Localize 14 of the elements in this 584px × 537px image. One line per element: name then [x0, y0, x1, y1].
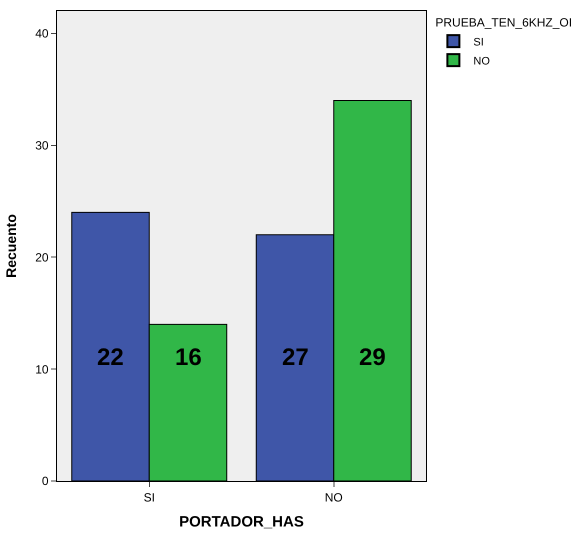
legend-label: NO	[473, 55, 490, 68]
annotation: 22	[97, 344, 124, 371]
annotation: 29	[359, 344, 386, 371]
x-axis-title: PORTADOR_HAS	[179, 513, 304, 530]
y-axis-title: Recuento	[2, 214, 19, 278]
annotation: 27	[282, 344, 309, 371]
y-tick-label: 40	[35, 26, 49, 41]
y-tick-label: 20	[35, 250, 49, 264]
y-tick-label: 30	[35, 138, 49, 152]
legend-label: SI	[473, 36, 484, 48]
y-tick-label: 10	[35, 362, 49, 376]
legend-title: PRUEBA_TEN_6KHZ_OI	[435, 16, 572, 30]
y-tick-label: 0	[42, 474, 49, 488]
annotation: 16	[175, 344, 202, 371]
